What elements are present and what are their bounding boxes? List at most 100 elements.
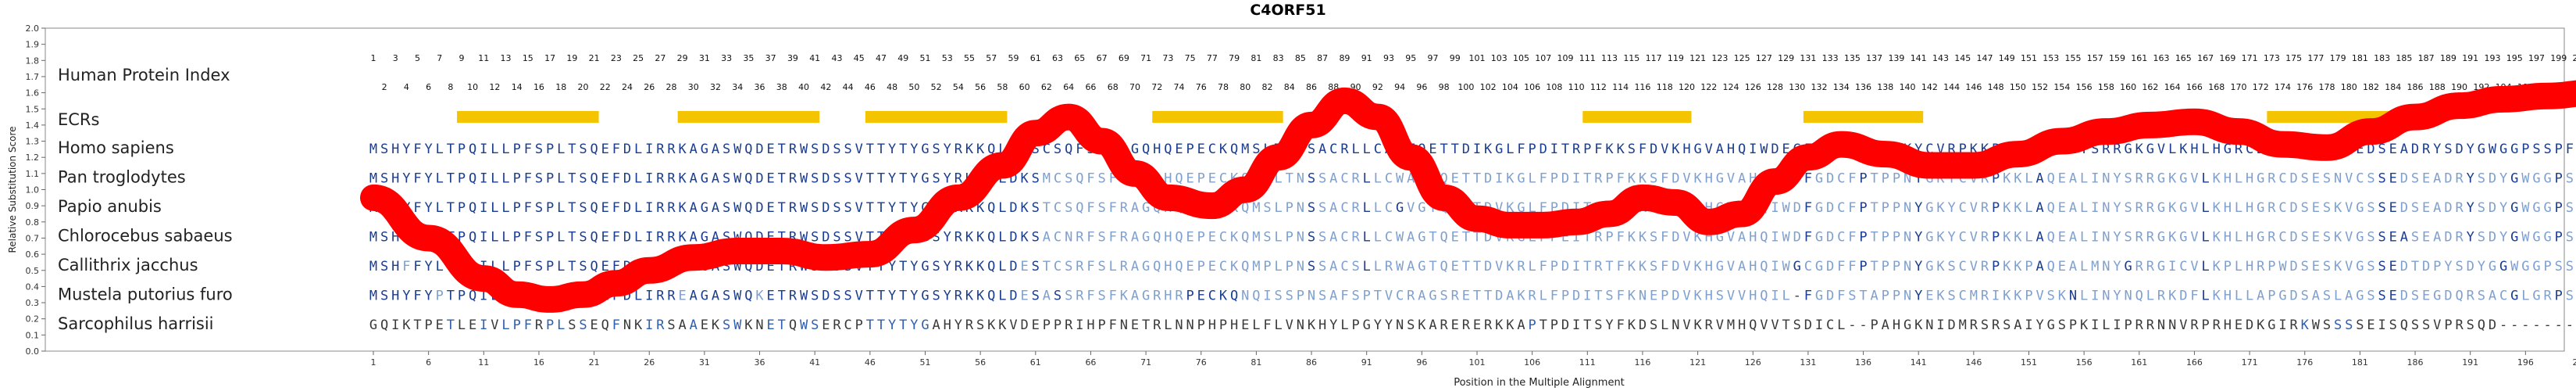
residue: S [380, 171, 388, 187]
residue: G [2543, 230, 2551, 246]
residue: C [1837, 230, 1845, 246]
residue: P [2267, 259, 2275, 274]
residue: N [1672, 317, 1679, 333]
residue: E [601, 171, 609, 187]
residue: V [2179, 317, 2187, 333]
residue: I [391, 317, 399, 333]
index-number-top: 183 [2374, 53, 2390, 63]
residue: R [2135, 259, 2144, 274]
residue: R [1153, 289, 1161, 304]
residue: D [2289, 171, 2297, 187]
index-number-bottom: 22 [600, 82, 611, 92]
residue: T [899, 142, 907, 157]
residue: - [2532, 317, 2540, 333]
index-number-bottom: 72 [1151, 82, 1162, 92]
residue: - [2521, 317, 2529, 333]
index-number-bottom: 34 [732, 82, 743, 92]
residue: N [1297, 230, 1304, 246]
index-number-bottom: 128 [1767, 82, 1783, 92]
residue: S [535, 259, 543, 274]
residue: C [2278, 171, 2286, 187]
residue: S [2532, 142, 2540, 157]
residue: G [701, 289, 708, 304]
residue: V [1716, 317, 1724, 333]
residue: C [2356, 171, 2364, 187]
residue: T [1473, 259, 1481, 274]
residue: I [1572, 171, 1580, 187]
residue: N [1297, 317, 1304, 333]
residue: P [1286, 259, 1293, 274]
residue: S [579, 317, 587, 333]
residue: T [866, 200, 874, 216]
index-number-bottom: 170 [2230, 82, 2246, 92]
residue: V [1682, 317, 1690, 333]
residue: H [1738, 317, 1746, 333]
residue: T [778, 200, 786, 216]
residue: I [1572, 259, 1580, 274]
residue: K [1230, 230, 1239, 246]
residue: L [634, 171, 642, 187]
index-number-bottom: 126 [1745, 82, 1761, 92]
residue: G [1142, 259, 1150, 274]
residue: N [2168, 317, 2176, 333]
residue: I [2091, 200, 2099, 216]
x-tick-label: 21 [589, 357, 600, 368]
residue: Q [744, 171, 752, 187]
index-number-top: 63 [1052, 53, 1063, 63]
residue: S [1308, 200, 1315, 216]
index-number-top: 197 [2528, 53, 2545, 63]
residue: P [1286, 200, 1293, 216]
residue: S [1032, 142, 1040, 157]
index-number-bottom: 38 [776, 82, 787, 92]
residue: S [579, 142, 587, 157]
residue: T [778, 230, 786, 246]
x-tick-label: 1 [371, 357, 376, 368]
residue: L [2201, 171, 2209, 187]
index-number-top: 33 [721, 53, 732, 63]
x-tick-label: 201 [2573, 357, 2576, 368]
index-number-bottom: 110 [1568, 82, 1585, 92]
y-tick-label: 0.5 [26, 266, 40, 276]
residue: G [921, 142, 929, 157]
residue: C [2179, 259, 2187, 274]
residue: R [1076, 230, 1084, 246]
residue: T [1871, 171, 1878, 187]
residue: Y [1914, 259, 1922, 274]
residue: P [2025, 289, 2032, 304]
residue: V [2157, 142, 2165, 157]
x-tick-label: 36 [755, 357, 765, 368]
residue: N [1065, 230, 1072, 246]
residue: R [2455, 200, 2464, 216]
residue: R [1451, 289, 1460, 304]
residue: I [1572, 200, 1580, 216]
residue: G [921, 317, 929, 333]
residue: E [1451, 230, 1459, 246]
residue: P [2555, 230, 2563, 246]
index-number-top: 67 [1097, 53, 1108, 63]
residue: F [1848, 200, 1856, 216]
residue: T [778, 142, 786, 157]
residue: T [1583, 230, 1591, 246]
residue: E [590, 317, 598, 333]
residue: E [1462, 289, 1470, 304]
residue: D [1009, 171, 1017, 187]
residue: R [2135, 317, 2144, 333]
y-tick-label: 1.2 [26, 152, 40, 163]
index-number-top: 121 [1689, 53, 1706, 63]
residue: L [2521, 289, 2529, 304]
residue: P [2125, 317, 2132, 333]
residue: Q [1175, 259, 1183, 274]
residue: V [2345, 171, 2353, 187]
residue: A [2036, 230, 2044, 246]
residue: - [2543, 317, 2551, 333]
residue: A [2069, 230, 2077, 246]
residue: G [701, 200, 708, 216]
residue: W [2312, 317, 2321, 333]
index-number-bottom: 70 [1129, 82, 1140, 92]
residue: Q [2047, 171, 2055, 187]
residue: S [811, 142, 819, 157]
residue: D [822, 200, 830, 216]
residue: T [447, 142, 455, 157]
residue: T [2411, 259, 2419, 274]
